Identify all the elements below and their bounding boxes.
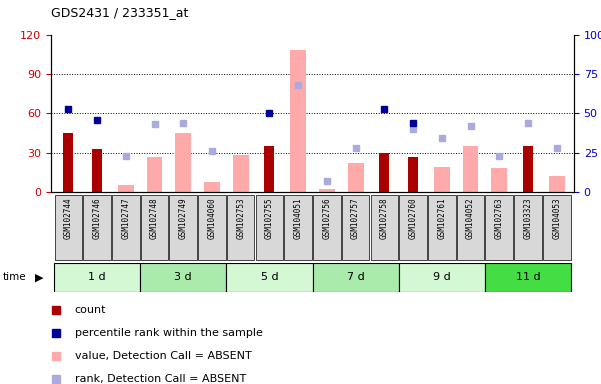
Text: GSM102763: GSM102763 bbox=[495, 197, 504, 239]
Text: ▶: ▶ bbox=[35, 272, 43, 283]
Text: GSM102746: GSM102746 bbox=[93, 197, 102, 239]
Bar bbox=[147, 157, 162, 192]
Bar bbox=[348, 163, 364, 192]
Bar bbox=[434, 167, 450, 192]
Bar bbox=[141, 195, 168, 260]
Bar bbox=[63, 133, 73, 192]
Bar bbox=[398, 263, 485, 292]
Bar bbox=[284, 195, 312, 260]
Bar bbox=[485, 263, 571, 292]
Text: count: count bbox=[75, 305, 106, 314]
Bar bbox=[379, 153, 389, 192]
Bar bbox=[514, 195, 542, 260]
Text: 7 d: 7 d bbox=[347, 272, 364, 283]
Text: GSM102761: GSM102761 bbox=[438, 197, 447, 239]
Bar bbox=[399, 195, 427, 260]
Text: GSM102753: GSM102753 bbox=[236, 197, 245, 239]
Bar bbox=[342, 195, 370, 260]
Bar bbox=[112, 195, 139, 260]
Text: value, Detection Call = ABSENT: value, Detection Call = ABSENT bbox=[75, 351, 251, 361]
Text: GSM104051: GSM104051 bbox=[294, 197, 303, 239]
Text: GSM102748: GSM102748 bbox=[150, 197, 159, 239]
Text: percentile rank within the sample: percentile rank within the sample bbox=[75, 328, 263, 338]
Text: GSM102747: GSM102747 bbox=[121, 197, 130, 239]
Text: 11 d: 11 d bbox=[516, 272, 540, 283]
Text: GSM102757: GSM102757 bbox=[351, 197, 360, 239]
Bar bbox=[492, 169, 507, 192]
Bar bbox=[169, 195, 197, 260]
Bar bbox=[227, 195, 254, 260]
Text: time: time bbox=[3, 272, 26, 283]
Bar bbox=[198, 195, 226, 260]
Text: GSM104052: GSM104052 bbox=[466, 197, 475, 239]
Bar bbox=[118, 185, 133, 192]
Text: 9 d: 9 d bbox=[433, 272, 451, 283]
Bar bbox=[486, 195, 513, 260]
Bar bbox=[175, 133, 191, 192]
Bar bbox=[92, 149, 102, 192]
Bar bbox=[371, 195, 398, 260]
Bar bbox=[428, 195, 456, 260]
Bar bbox=[204, 182, 220, 192]
Bar bbox=[255, 195, 283, 260]
Bar bbox=[140, 263, 227, 292]
Bar bbox=[549, 176, 564, 192]
Bar bbox=[457, 195, 484, 260]
Bar bbox=[408, 157, 418, 192]
Bar bbox=[233, 155, 249, 192]
Bar bbox=[523, 146, 533, 192]
Bar bbox=[54, 263, 140, 292]
Text: 5 d: 5 d bbox=[261, 272, 278, 283]
Bar bbox=[463, 146, 478, 192]
Text: GSM102744: GSM102744 bbox=[64, 197, 73, 239]
Text: GSM102756: GSM102756 bbox=[322, 197, 331, 239]
Text: GSM102760: GSM102760 bbox=[409, 197, 418, 239]
Bar bbox=[313, 195, 341, 260]
Bar bbox=[55, 195, 82, 260]
Text: GSM102749: GSM102749 bbox=[178, 197, 188, 239]
Bar bbox=[290, 50, 306, 192]
Text: GDS2431 / 233351_at: GDS2431 / 233351_at bbox=[51, 6, 189, 19]
Bar bbox=[319, 189, 335, 192]
Text: GSM102758: GSM102758 bbox=[380, 197, 389, 239]
Text: GSM103323: GSM103323 bbox=[523, 197, 532, 239]
Text: GSM102755: GSM102755 bbox=[265, 197, 274, 239]
Bar bbox=[84, 195, 111, 260]
Bar bbox=[543, 195, 570, 260]
Bar bbox=[313, 263, 398, 292]
Text: 3 d: 3 d bbox=[174, 272, 192, 283]
Text: 1 d: 1 d bbox=[88, 272, 106, 283]
Text: GSM104053: GSM104053 bbox=[552, 197, 561, 239]
Text: rank, Detection Call = ABSENT: rank, Detection Call = ABSENT bbox=[75, 374, 246, 384]
Bar bbox=[227, 263, 313, 292]
Text: GSM104060: GSM104060 bbox=[207, 197, 216, 239]
Bar bbox=[264, 146, 275, 192]
